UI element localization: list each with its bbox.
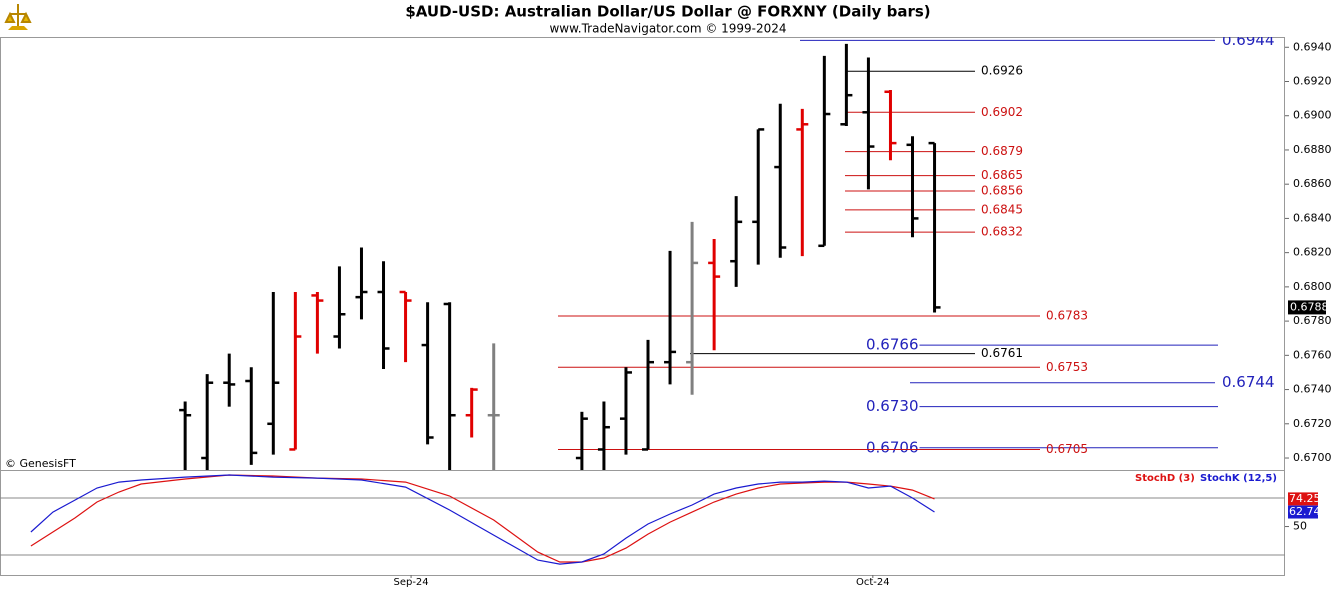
y-tick-label: 0.6820	[1293, 246, 1332, 259]
level-label: 0.6753	[1046, 360, 1088, 374]
level-label: 0.6705	[1046, 442, 1088, 456]
level-label: 0.6761	[981, 346, 1023, 360]
chart-subtitle: www.TradeNavigator.com © 1999-2024	[549, 22, 786, 36]
level-label: 0.6766	[866, 336, 919, 354]
last-value-label: 74.25	[1289, 492, 1321, 505]
last-value-box	[1288, 505, 1318, 519]
y-tick-label: 0.6780	[1293, 314, 1332, 327]
level-label: 0.6744	[1222, 373, 1275, 391]
stoch-plot	[0, 474, 1285, 565]
y-tick-label: 0.6900	[1293, 109, 1332, 122]
level-label: 0.6730	[866, 397, 919, 415]
chart-title: $AUD-USD: Australian Dollar/US Dollar @ …	[405, 3, 930, 21]
x-tick-label: Sep-24	[393, 577, 428, 588]
stoch-line	[30, 474, 935, 565]
stoch-panel	[0, 470, 1285, 576]
last-value-label: 62.74	[1289, 505, 1321, 518]
last-price-label: 0.6788	[1290, 300, 1329, 313]
level-label: 0.6865	[981, 168, 1023, 182]
y-tick-label: 0.6840	[1293, 211, 1332, 224]
level-label: 0.6944	[1222, 31, 1275, 49]
axes: 0.6940 0.6920 0.6900 0.6880 0.6860 0.6840 0.68…	[393, 40, 1331, 588]
level-label: 0.6879	[981, 144, 1023, 158]
level-label: 0.6856	[981, 184, 1023, 198]
y-tick-label: 0.6720	[1293, 417, 1332, 430]
y-tick-label: 0.6740	[1293, 383, 1332, 396]
x-tick-label: Oct-24	[856, 577, 890, 588]
y-tick-label: 0.6860	[1293, 177, 1332, 190]
last-price-box	[1288, 300, 1326, 315]
logo	[4, 4, 32, 30]
level-label: 0.6902	[981, 105, 1023, 119]
legend-entry: StochK (12,5)	[1200, 473, 1277, 484]
level-label-bg	[865, 438, 920, 457]
y-tick-label: 0.6800	[1293, 280, 1332, 293]
level-label-bg	[865, 397, 920, 416]
legend-entry: StochD (3)	[1135, 473, 1195, 484]
watermark: © GenesisFT	[5, 457, 76, 470]
level-label: 0.6845	[981, 202, 1023, 216]
y-tick-label: 0.6940	[1293, 40, 1332, 53]
price-plot: 0.6944 0.6926 0.6902 0.6879 0.6865 0.6856 0.68…	[179, 31, 1275, 470]
y-tick-label: 0.6880	[1293, 143, 1332, 156]
y-tick-label: 0.6920	[1293, 74, 1332, 87]
last-value-box	[1288, 492, 1318, 506]
y-tick-label: 50	[1293, 520, 1307, 533]
level-label: 0.6783	[1046, 308, 1088, 322]
y-tick-label: 0.6700	[1293, 451, 1332, 464]
level-label: 0.6926	[981, 64, 1023, 78]
level-label-bg	[865, 335, 920, 354]
level-label: 0.6832	[981, 225, 1023, 239]
level-label: 0.6706	[866, 438, 919, 456]
y-tick-label: 0.6760	[1293, 348, 1332, 361]
